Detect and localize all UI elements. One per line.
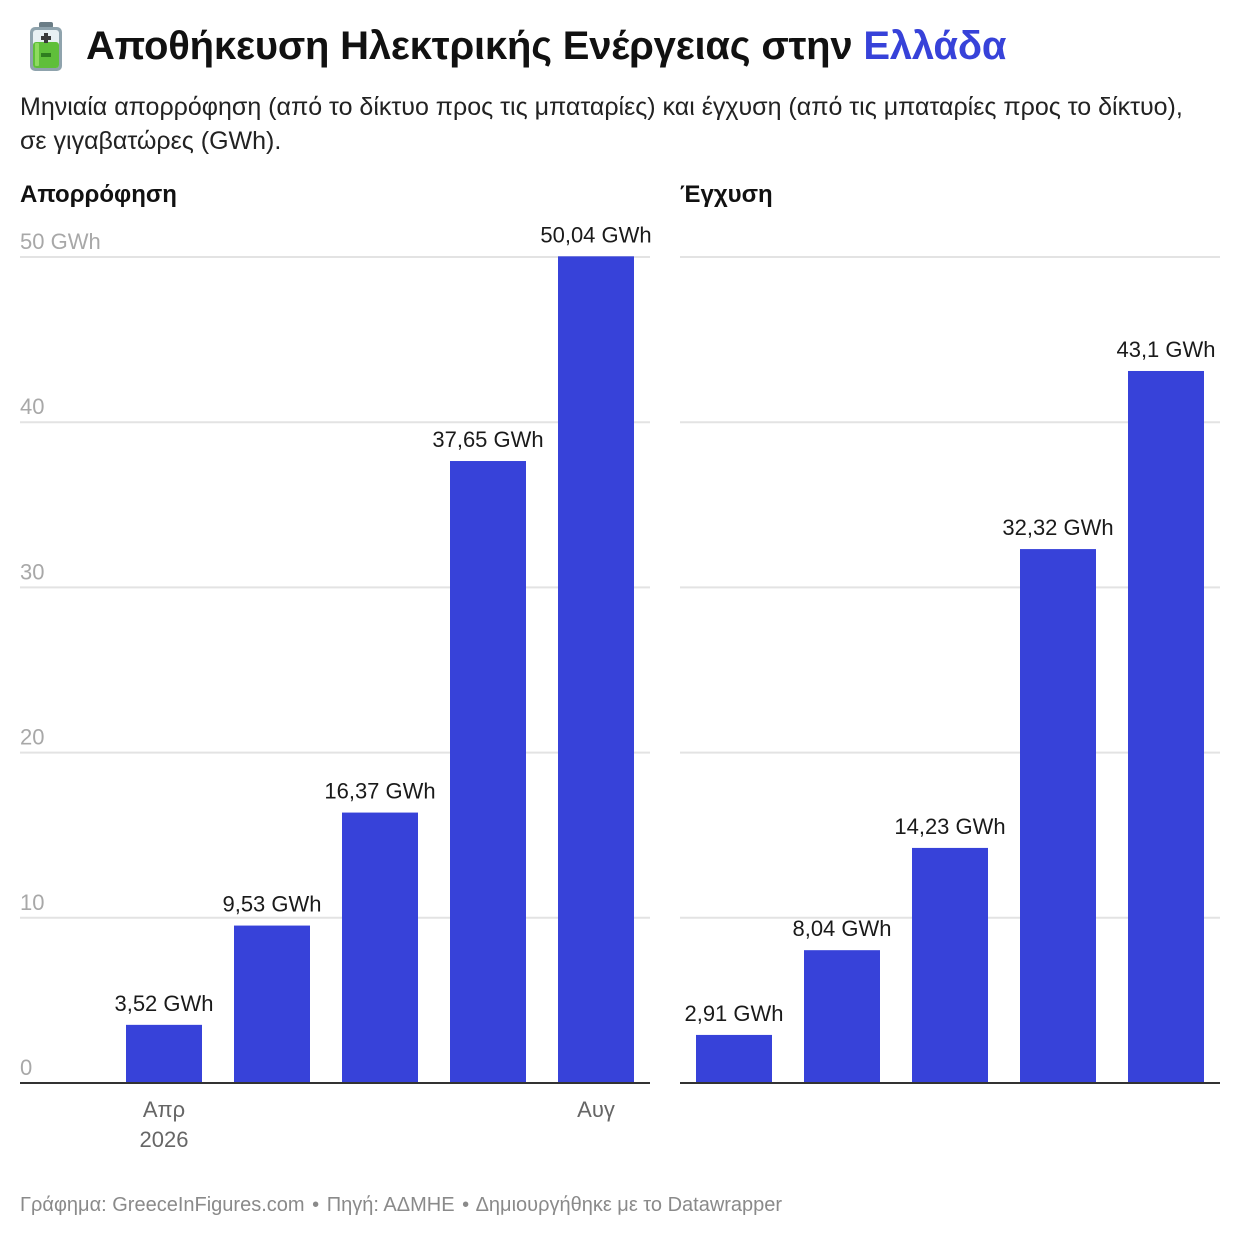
bar [912,847,988,1083]
bar [126,1024,202,1083]
y-tick-label: 0 [20,1055,32,1080]
bar-value-label: 32,32 GWh [1002,515,1113,540]
bar [558,256,634,1083]
x-tick-label: Απρ [143,1097,185,1122]
panel-title: Απορρόφηση [20,181,177,208]
footer: Γράφημα: GreeceInFigures.com • Πηγή: ΑΔΜ… [20,1194,782,1217]
bar [696,1034,772,1083]
bar-charts: Απορρόφηση 0 10 20 30 40 50 GWh 3,52 GWh Απρ 2026… [20,181,1220,1152]
bar-value-label: 2,91 GWh [684,1001,783,1026]
title-highlight: Ελλάδα [863,23,1007,68]
bar-value-label: 50,04 GWh [540,222,651,247]
bar-value-label: 37,65 GWh [432,427,543,452]
footer-graphic-credit: Γράφημα: GreeceInFigures.com [20,1194,305,1216]
panel-title: Έγχυση [680,181,773,208]
bar-value-label: 9,53 GWh [222,892,321,917]
bar [450,461,526,1084]
x-tick-label: Αυγ [577,1097,615,1122]
y-tick-label: 40 [20,394,44,419]
bar [342,812,418,1083]
y-tick-label: 20 [20,725,44,750]
bar [1128,370,1204,1083]
page-title: Αποθήκευση Ηλεκτρικής Ενέργειας στην Ελλ… [86,24,1006,69]
bar-value-label: 14,23 GWh [894,814,1005,839]
footer-source: Πηγή: ΑΔΜΗΕ [326,1194,455,1216]
y-tick-label: 10 [20,890,44,915]
subtitle: Μηνιαία απορρόφηση (από το δίκτυο προς τ… [20,93,1183,155]
bar-value-label: 43,1 GWh [1116,337,1215,362]
bar-value-label: 3,52 GWh [114,991,213,1016]
x-tick-label: 2026 [140,1127,189,1152]
y-tick-label: 50 GWh [20,229,101,254]
bar [804,950,880,1083]
footer-separator: • [312,1194,320,1216]
footer-separator: • [462,1194,470,1216]
chart-header: Αποθήκευση Ηλεκτρικής Ενέργειας στην Ελλ… [20,18,1220,158]
bar [1020,549,1096,1083]
title-main: Αποθήκευση Ηλεκτρικής Ενέργειας στην [86,23,853,68]
title-row: Αποθήκευση Ηλεκτρικής Ενέργειας στην Ελλ… [20,18,1220,74]
bar-value-label: 16,37 GWh [324,779,435,804]
y-tick-label: 30 [20,559,44,584]
bar [234,925,310,1083]
bar-value-label: 8,04 GWh [792,916,891,941]
footer-created-with: Δημιουργήθηκε με το Datawrapper [475,1194,783,1216]
battery-icon [30,22,62,71]
